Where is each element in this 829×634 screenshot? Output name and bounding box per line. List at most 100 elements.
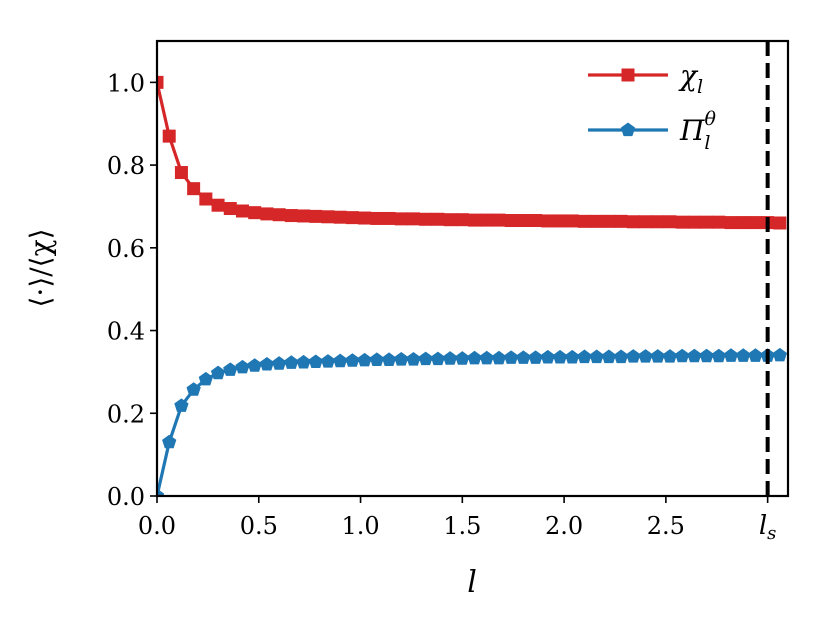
data-point [590,214,604,228]
data-point [723,348,739,362]
data-point [687,348,702,363]
data-point [540,349,555,364]
legend-marker [620,122,636,137]
x-axis-title: l [467,565,477,600]
data-point [211,198,225,212]
data-point [162,434,177,449]
data-point [430,351,446,366]
series-chi [157,75,787,230]
data-point [406,352,421,366]
series-layer [157,75,787,496]
data-point [235,204,249,218]
data-point [394,352,409,366]
data-point [614,214,628,228]
data-point [369,352,384,366]
data-point [467,350,482,365]
data-point [468,213,482,227]
data-point [382,211,396,225]
y-tick-label: 0.0 [107,483,145,511]
x-tick-label: 0.0 [138,512,176,540]
data-point [419,212,433,226]
data-point [247,358,262,372]
legend-marker [621,68,635,82]
data-point [199,192,213,206]
data-point [552,349,568,364]
data-point [174,398,189,412]
data-point [748,348,763,362]
data-point [651,215,665,229]
legend-item: χl [588,59,703,98]
data-point [711,348,726,363]
data-point [345,211,359,225]
x-tick-label: 2.5 [647,512,685,540]
x-tick-label: 1.0 [341,512,379,540]
data-point [187,182,201,196]
data-point [650,349,665,363]
series-line [157,82,780,225]
data-point [320,354,336,368]
data-point [406,212,420,226]
data-point [223,362,238,376]
legend-label: Πlθ [679,108,717,154]
data-point [455,351,470,365]
data-point [613,349,629,364]
y-tick-label: 0.2 [107,400,145,428]
data-point [381,352,397,366]
data-point [443,213,457,227]
data-point [157,75,164,89]
data-point [724,216,738,230]
data-point [736,348,751,362]
data-point [565,214,579,228]
x-axis-ticks: 0.0 0.5 1.0 1.5 2.0 2.5 ls [138,496,776,544]
legend: χl Πlθ [588,59,717,154]
data-point [418,351,433,366]
data-point [308,354,323,369]
data-point [248,206,262,220]
x-tick-label: 1.5 [443,512,481,540]
data-point [333,210,347,224]
data-point [186,382,201,396]
data-point [491,350,507,365]
data-point [565,349,580,364]
data-point [601,349,617,364]
data-point [431,212,445,226]
data-point [296,354,311,369]
y-tick-label: 0.6 [107,235,145,263]
data-point [235,359,250,374]
data-point [736,216,750,230]
data-point [358,211,372,225]
data-point [529,214,543,228]
y-tick-label: 0.8 [107,152,145,180]
series-line [157,353,780,496]
data-point [504,350,519,364]
data-point [553,214,567,228]
data-point [516,214,530,228]
data-point [357,352,372,367]
x-tick-label: 0.5 [240,512,278,540]
data-point [662,349,678,363]
plot-frame [155,39,790,498]
data-point [663,215,677,229]
data-point [589,349,604,364]
data-point [492,213,506,227]
data-point [516,350,531,364]
data-point [638,349,653,363]
data-point [577,349,592,364]
data-point [479,350,494,365]
data-point [345,353,360,367]
data-point [687,215,701,229]
data-point [394,212,408,226]
series-pi [157,347,787,496]
y-tick-label: 1.0 [107,69,145,97]
y-tick-label: 0.4 [107,318,145,346]
data-point [259,356,275,371]
data-point [626,215,640,229]
data-point [577,214,591,228]
legend-item: Πlθ [588,108,717,154]
data-point [772,347,787,362]
data-point [260,207,274,221]
data-point [272,208,286,222]
data-point [174,166,188,180]
data-point [442,351,458,365]
data-point [297,209,311,223]
